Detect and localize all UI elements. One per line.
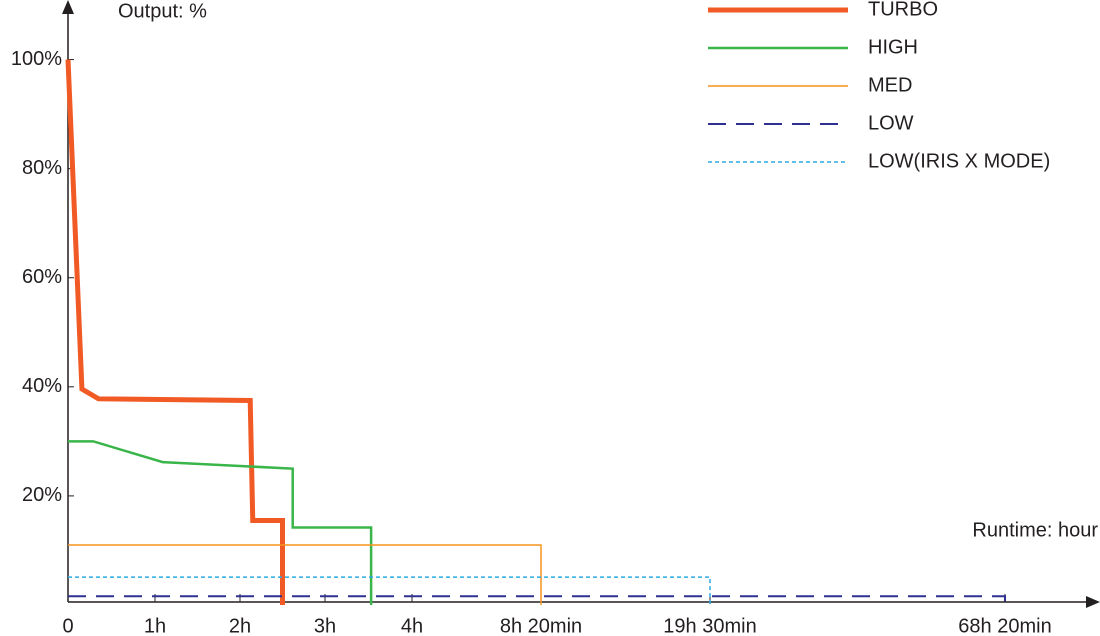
y-tick-label: 60% — [22, 266, 62, 288]
legend-label: MED — [868, 74, 912, 96]
legend-label: LOW — [868, 112, 914, 134]
series-line — [68, 544, 542, 605]
series-line — [68, 595, 1006, 605]
y-tick-label: 40% — [22, 375, 62, 397]
x-axis-arrow — [1086, 596, 1100, 608]
y-axis-arrow — [62, 0, 74, 14]
legend-label: HIGH — [868, 36, 918, 58]
x-tick-label: 19h 30min — [663, 615, 756, 636]
x-tick-label: 8h 20min — [500, 615, 582, 636]
x-tick-label: 4h — [401, 615, 423, 636]
series-line — [65, 59, 285, 605]
x-tick-label: 3h — [314, 615, 336, 636]
series-line — [68, 440, 373, 605]
x-tick-label: 1h — [144, 615, 166, 636]
y-tick-label: 80% — [22, 157, 62, 179]
legend-label: LOW(IRIS X MODE) — [868, 150, 1050, 172]
y-tick-label: 100% — [11, 48, 62, 70]
chart-title: Output: % — [118, 0, 207, 22]
series-line — [68, 576, 711, 605]
x-tick-label: 0 — [62, 615, 73, 636]
y-tick-label: 20% — [22, 484, 62, 506]
x-tick-label: 2h — [229, 615, 251, 636]
legend-label: TURBO — [868, 0, 938, 20]
x-tick-label: 68h 20min — [958, 615, 1051, 636]
x-axis-title: Runtime: hour — [972, 519, 1098, 541]
